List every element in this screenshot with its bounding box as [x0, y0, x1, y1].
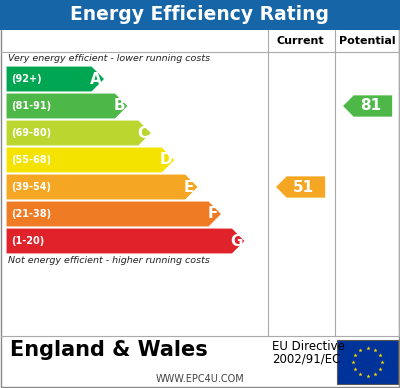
Text: Very energy efficient - lower running costs: Very energy efficient - lower running co…	[8, 54, 210, 63]
Polygon shape	[0, 0, 400, 30]
Text: (39-54): (39-54)	[11, 182, 51, 192]
Text: A: A	[90, 71, 102, 87]
Text: WWW.EPC4U.COM: WWW.EPC4U.COM	[156, 374, 244, 384]
Text: G: G	[230, 234, 242, 248]
Text: (69-80): (69-80)	[11, 128, 51, 138]
Text: (81-91): (81-91)	[11, 101, 51, 111]
Polygon shape	[6, 120, 152, 146]
Text: (55-68): (55-68)	[11, 155, 51, 165]
Polygon shape	[276, 176, 326, 198]
Text: (21-38): (21-38)	[11, 209, 51, 219]
Text: 51: 51	[293, 180, 314, 194]
Text: 81: 81	[360, 99, 381, 114]
Text: (92+): (92+)	[11, 74, 42, 84]
FancyBboxPatch shape	[337, 340, 398, 384]
Text: D: D	[160, 152, 172, 168]
Text: Not energy efficient - higher running costs: Not energy efficient - higher running co…	[8, 256, 210, 265]
Text: B: B	[113, 99, 125, 114]
Polygon shape	[342, 95, 392, 117]
Polygon shape	[6, 66, 105, 92]
Polygon shape	[6, 93, 128, 119]
Text: E: E	[184, 180, 194, 194]
Text: Energy Efficiency Rating: Energy Efficiency Rating	[70, 5, 330, 24]
Text: England & Wales: England & Wales	[10, 340, 208, 360]
Text: (1-20): (1-20)	[11, 236, 44, 246]
Text: EU Directive: EU Directive	[272, 340, 345, 353]
Text: Current: Current	[277, 36, 324, 46]
Text: F: F	[208, 206, 218, 222]
Polygon shape	[6, 201, 222, 227]
Polygon shape	[6, 228, 245, 254]
Text: Potential: Potential	[339, 36, 396, 46]
Text: 2002/91/EC: 2002/91/EC	[272, 353, 340, 366]
Polygon shape	[6, 147, 175, 173]
Text: C: C	[137, 125, 148, 140]
Polygon shape	[6, 174, 198, 200]
